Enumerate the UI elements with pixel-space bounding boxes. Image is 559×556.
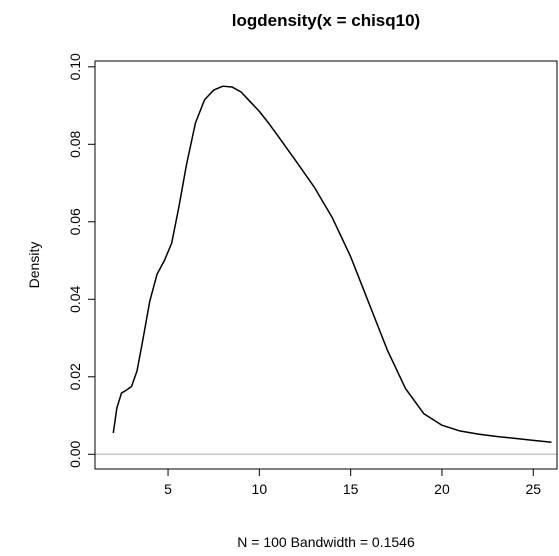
y-tick-label: 0.10 (67, 53, 83, 80)
plot-area: 5 10 15 20 25 0.00 0.02 0.04 0.06 0.08 0.10 (67, 53, 558, 497)
y-tick-label: 0.08 (67, 130, 83, 157)
x-tick-label: 25 (525, 481, 541, 497)
y-axis-label: Density (26, 242, 42, 289)
x-tick-label: 20 (434, 481, 450, 497)
y-tick-label: 0.02 (67, 363, 83, 390)
y-tick-label: 0.06 (67, 208, 83, 235)
y-tick-label: 0.04 (67, 285, 83, 312)
y-tick-label: 0.00 (67, 440, 83, 467)
plot-frame (94, 60, 558, 470)
x-tick-label: 10 (252, 481, 268, 497)
x-tick-label: 5 (164, 481, 172, 497)
x-axis-label: N = 100 Bandwidth = 0.1546 (237, 534, 415, 550)
density-line (112, 85, 552, 444)
x-tick-label: 15 (343, 481, 359, 497)
chart-title: logdensity(x = chisq10) (232, 11, 420, 30)
